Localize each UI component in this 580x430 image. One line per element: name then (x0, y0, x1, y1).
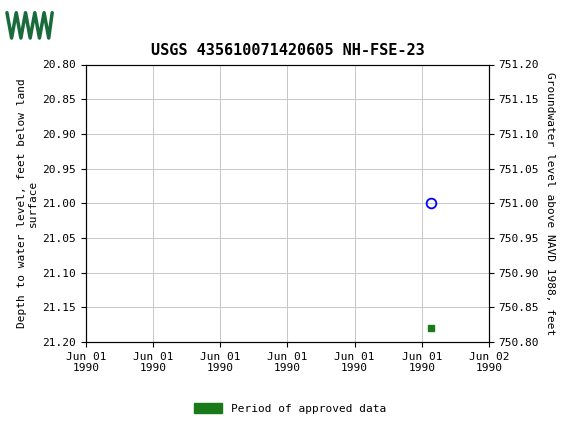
Y-axis label: Depth to water level, feet below land
surface: Depth to water level, feet below land su… (17, 78, 38, 328)
Title: USGS 435610071420605 NH-FSE-23: USGS 435610071420605 NH-FSE-23 (151, 43, 424, 58)
Bar (5, 4, 54, 47)
Text: USGS: USGS (61, 15, 125, 35)
Legend: Period of approved data: Period of approved data (190, 398, 390, 418)
Y-axis label: Groundwater level above NAVD 1988, feet: Groundwater level above NAVD 1988, feet (545, 71, 554, 335)
